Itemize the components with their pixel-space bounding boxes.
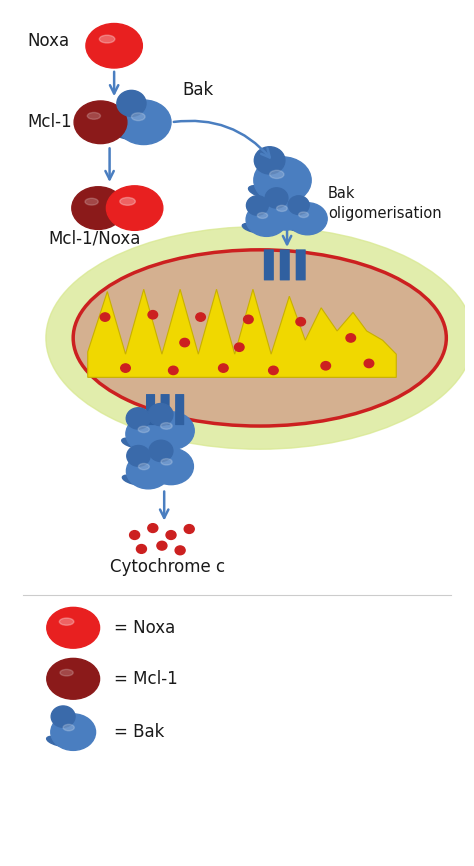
Ellipse shape — [60, 669, 73, 676]
Ellipse shape — [196, 313, 205, 321]
FancyBboxPatch shape — [296, 249, 306, 281]
Ellipse shape — [169, 366, 178, 375]
Ellipse shape — [242, 223, 262, 233]
Ellipse shape — [137, 545, 146, 553]
Ellipse shape — [47, 607, 100, 648]
Ellipse shape — [244, 315, 253, 324]
Ellipse shape — [246, 203, 287, 236]
Ellipse shape — [144, 435, 166, 445]
Text: Cytochrome c: Cytochrome c — [109, 559, 225, 577]
Ellipse shape — [122, 438, 144, 448]
Ellipse shape — [235, 343, 244, 352]
Polygon shape — [88, 289, 396, 378]
Ellipse shape — [276, 205, 287, 211]
Ellipse shape — [148, 524, 158, 533]
Ellipse shape — [59, 618, 74, 625]
Ellipse shape — [122, 475, 144, 485]
Ellipse shape — [161, 459, 172, 465]
Ellipse shape — [321, 362, 330, 370]
Ellipse shape — [296, 318, 305, 326]
FancyBboxPatch shape — [280, 249, 290, 281]
Ellipse shape — [73, 249, 447, 426]
Ellipse shape — [364, 359, 374, 367]
Text: Mcl-1/Noxa: Mcl-1/Noxa — [48, 229, 140, 247]
Text: = Noxa: = Noxa — [114, 619, 175, 637]
Ellipse shape — [145, 470, 166, 481]
Ellipse shape — [261, 216, 282, 226]
Ellipse shape — [346, 333, 356, 342]
Ellipse shape — [120, 197, 135, 205]
Text: Bak: Bak — [182, 81, 214, 99]
Ellipse shape — [74, 101, 127, 144]
Ellipse shape — [100, 36, 115, 43]
Ellipse shape — [47, 658, 100, 699]
Text: Noxa: Noxa — [27, 32, 70, 50]
Ellipse shape — [149, 440, 173, 462]
Ellipse shape — [121, 364, 130, 372]
FancyBboxPatch shape — [175, 394, 184, 425]
Ellipse shape — [148, 411, 194, 449]
Ellipse shape — [265, 188, 288, 208]
Ellipse shape — [87, 113, 100, 120]
Ellipse shape — [126, 416, 171, 452]
Text: Mcl-1: Mcl-1 — [27, 113, 73, 132]
Ellipse shape — [46, 227, 474, 449]
Ellipse shape — [184, 525, 194, 533]
Ellipse shape — [131, 113, 145, 120]
Ellipse shape — [270, 171, 284, 178]
Ellipse shape — [85, 198, 98, 205]
Ellipse shape — [72, 187, 125, 229]
Ellipse shape — [86, 23, 142, 68]
FancyBboxPatch shape — [161, 394, 170, 425]
Ellipse shape — [299, 212, 309, 217]
Text: = Mcl-1: = Mcl-1 — [114, 669, 178, 688]
Ellipse shape — [127, 453, 170, 488]
Ellipse shape — [106, 186, 163, 230]
Ellipse shape — [175, 546, 185, 555]
Ellipse shape — [111, 127, 138, 139]
Ellipse shape — [284, 223, 303, 231]
Ellipse shape — [254, 157, 311, 204]
Text: Bak
oligomerisation: Bak oligomerisation — [328, 186, 442, 221]
Ellipse shape — [257, 212, 268, 218]
Ellipse shape — [100, 313, 110, 321]
Ellipse shape — [117, 100, 171, 145]
Ellipse shape — [117, 90, 146, 116]
Ellipse shape — [63, 724, 74, 731]
Ellipse shape — [149, 448, 193, 485]
Ellipse shape — [161, 423, 172, 430]
Ellipse shape — [265, 196, 308, 230]
Ellipse shape — [46, 736, 68, 746]
Ellipse shape — [126, 408, 150, 429]
Ellipse shape — [288, 196, 309, 215]
Ellipse shape — [51, 706, 75, 727]
Ellipse shape — [248, 185, 276, 198]
Ellipse shape — [269, 366, 278, 375]
FancyBboxPatch shape — [146, 394, 155, 425]
Ellipse shape — [148, 404, 173, 425]
Ellipse shape — [127, 445, 150, 466]
Ellipse shape — [148, 311, 157, 319]
FancyBboxPatch shape — [264, 249, 274, 281]
Ellipse shape — [246, 196, 268, 216]
Ellipse shape — [288, 203, 327, 235]
Ellipse shape — [255, 146, 285, 174]
Ellipse shape — [138, 463, 149, 469]
Ellipse shape — [129, 531, 140, 540]
Ellipse shape — [166, 531, 176, 540]
Text: = Bak: = Bak — [114, 723, 164, 741]
Ellipse shape — [157, 541, 167, 550]
Ellipse shape — [51, 714, 96, 750]
Ellipse shape — [219, 364, 228, 372]
Ellipse shape — [180, 339, 190, 346]
Ellipse shape — [138, 426, 149, 432]
